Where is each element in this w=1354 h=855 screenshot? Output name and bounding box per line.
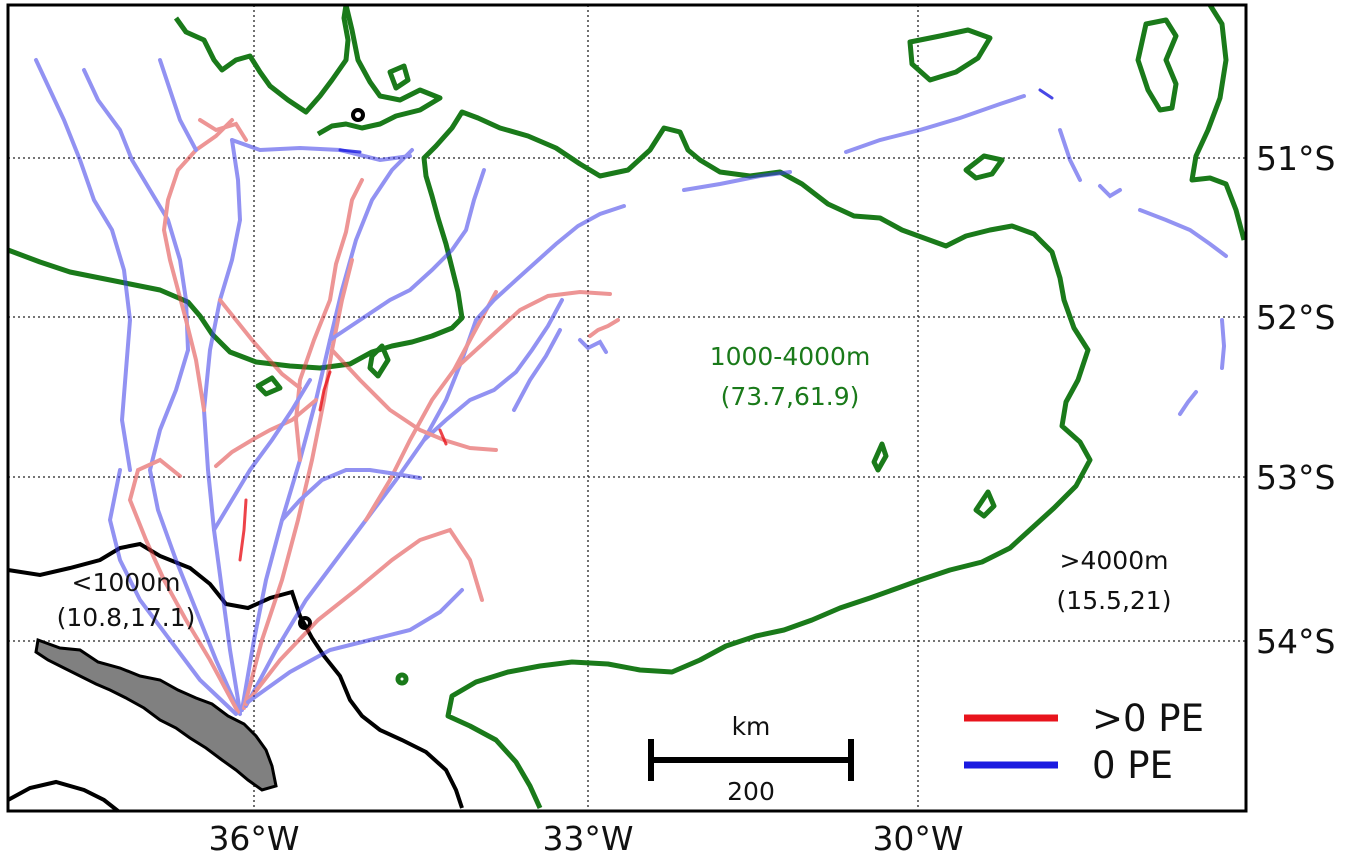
lat-tick-54s: 54°S xyxy=(1256,622,1335,661)
lat-tick-51s: 51°S xyxy=(1256,139,1335,178)
legend: >0 PE 0 PE xyxy=(964,697,1204,787)
region-deep-label: >4000m (15.5,21) xyxy=(1057,546,1172,615)
scale-bar-value: 200 xyxy=(727,777,775,806)
legend-label-positive-pe: >0 PE xyxy=(1092,697,1204,740)
legend-label-zero-pe: 0 PE xyxy=(1092,744,1173,787)
longitude-ticks: 36°W 33°W 30°W xyxy=(208,819,963,855)
region-mid-depth-name: 1000-4000m xyxy=(710,342,871,371)
shallow-contours xyxy=(7,108,464,813)
drifter-tracks xyxy=(34,58,1228,716)
scale-bar: km 200 xyxy=(648,712,854,806)
lat-tick-52s: 52°S xyxy=(1256,298,1335,337)
mid-depth-contours xyxy=(7,3,1247,810)
land-island xyxy=(34,637,278,792)
map-frame xyxy=(8,5,1246,811)
region-shallow-name: <1000m xyxy=(72,568,181,597)
latitude-ticks: 51°S 52°S 53°S 54°S xyxy=(1256,139,1335,661)
region-deep-value: (15.5,21) xyxy=(1057,586,1172,615)
lon-tick-36w: 36°W xyxy=(208,819,299,855)
map-border xyxy=(6,3,1248,813)
region-shallow-value: (10.8,17.1) xyxy=(57,603,196,632)
region-mid-depth-value: (73.7,61.9) xyxy=(721,382,860,411)
region-deep-name: >4000m xyxy=(1060,546,1169,575)
lat-tick-53s: 53°S xyxy=(1256,458,1335,497)
region-shallow-label: <1000m (10.8,17.1) xyxy=(57,568,196,632)
region-mid-depth-label: 1000-4000m (73.7,61.9) xyxy=(710,342,871,411)
lon-tick-30w: 30°W xyxy=(872,819,963,855)
scale-bar-unit: km xyxy=(732,712,771,741)
lon-tick-33w: 33°W xyxy=(542,819,633,855)
drifter-tracks-strong xyxy=(238,88,1054,562)
